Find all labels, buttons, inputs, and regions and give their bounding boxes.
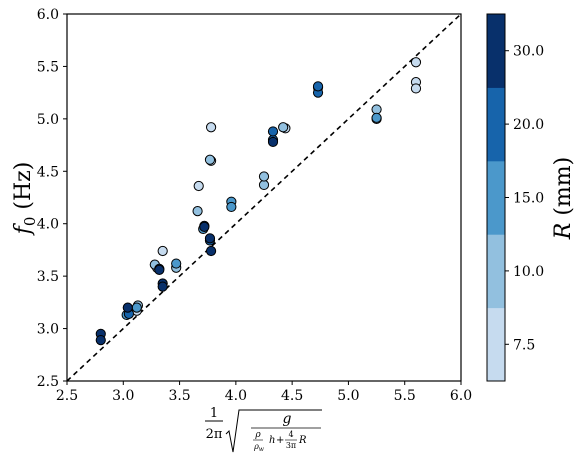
data-point-r-7.5 [410,83,422,94]
data-point-r-7.5 [193,180,204,192]
data-point-r-30.0 [204,233,216,244]
x-tick-label: 3.0 [112,388,134,404]
y-tick-label: 5.0 [37,112,59,128]
data-point-r-10.0 [204,154,216,165]
data-point-r-30.0 [205,245,217,257]
data-point-r-15.0 [371,112,382,123]
svg-text:+: + [276,435,284,446]
data-point-r-10.0 [258,179,270,191]
data-point-r-20.0 [267,126,279,137]
data-point-r-10.0 [278,122,289,133]
svg-text:g: g [283,411,292,427]
plot-frame [66,13,462,382]
colorbar: 7.5 10.0 15.0 20.0 30.0 [487,14,544,382]
data-point-r-20.0 [312,81,324,92]
svg-text:ρw: ρw [253,442,265,453]
x-tick-label: 5.5 [394,388,416,404]
data-point-r-30.0 [199,221,210,232]
y-tick-label: 3.0 [37,322,59,338]
svg-text:1: 1 [210,406,218,421]
data-point-r-30.0 [95,335,106,346]
colorbar-label: R (mm) [551,157,576,240]
y-tick-label: 3.5 [37,269,59,285]
colorbar-frame [486,13,506,382]
svg-text:2π: 2π [206,427,223,442]
y-tick-label: 4.5 [37,164,59,180]
data-point-r-30.0 [157,281,168,292]
colorbar-tick-label: 10.0 [513,264,544,280]
data-point-r-7.5 [410,57,422,68]
x-tick-label: 3.5 [168,388,190,404]
x-tick-label: 4.0 [225,388,247,404]
colorbar-tick-label: 7.5 [513,337,535,353]
data-point-r-15.0 [171,258,182,269]
colorbar-segment [487,307,505,382]
colorbar-segment [487,234,505,309]
colorbar-tick-label: 15.0 [513,191,544,207]
data-point-r-15.0 [226,201,237,213]
y-tick-label: 4.0 [37,217,59,233]
svg-text:h: h [269,435,275,446]
data-point-r-10.0 [258,171,270,182]
reference-line [67,14,461,381]
y-tick-label: 2.5 [37,374,59,390]
colorbar-segment [487,87,505,162]
svg-text:ρ: ρ [254,430,261,440]
svg-text:4: 4 [288,430,293,439]
data-point-r-30.0 [154,264,165,275]
x-tick-label: 4.5 [281,388,303,404]
data-point-r-7.5 [157,245,168,257]
colorbar-segment [487,14,505,88]
y-axis-label: f0 (Hz) [11,162,39,237]
data-point-r-30.0 [267,136,279,148]
y-tick-label: 6.0 [37,7,59,23]
x-tick-label: 6.0 [450,388,472,404]
colorbar-segment [487,160,505,235]
data-point-r-7.5 [205,122,217,133]
data-point-r-10.0 [192,206,203,217]
x-axis-label: 1 2π g ρ ρw h + 4 3π R [205,406,322,453]
y-tick-label: 5.5 [37,59,59,75]
data-point-r-10.0 [371,104,382,115]
data-point-r-30.0 [122,302,133,313]
x-tick-label: 5.0 [337,388,359,404]
x-tick-label: 2.5 [56,388,78,404]
svg-text:R: R [298,435,307,446]
colorbar-tick-label: 20.0 [513,117,544,133]
colorbar-tick-label: 30.0 [513,44,544,60]
data-point-r-15.0 [131,302,142,313]
svg-text:3π: 3π [286,441,296,450]
